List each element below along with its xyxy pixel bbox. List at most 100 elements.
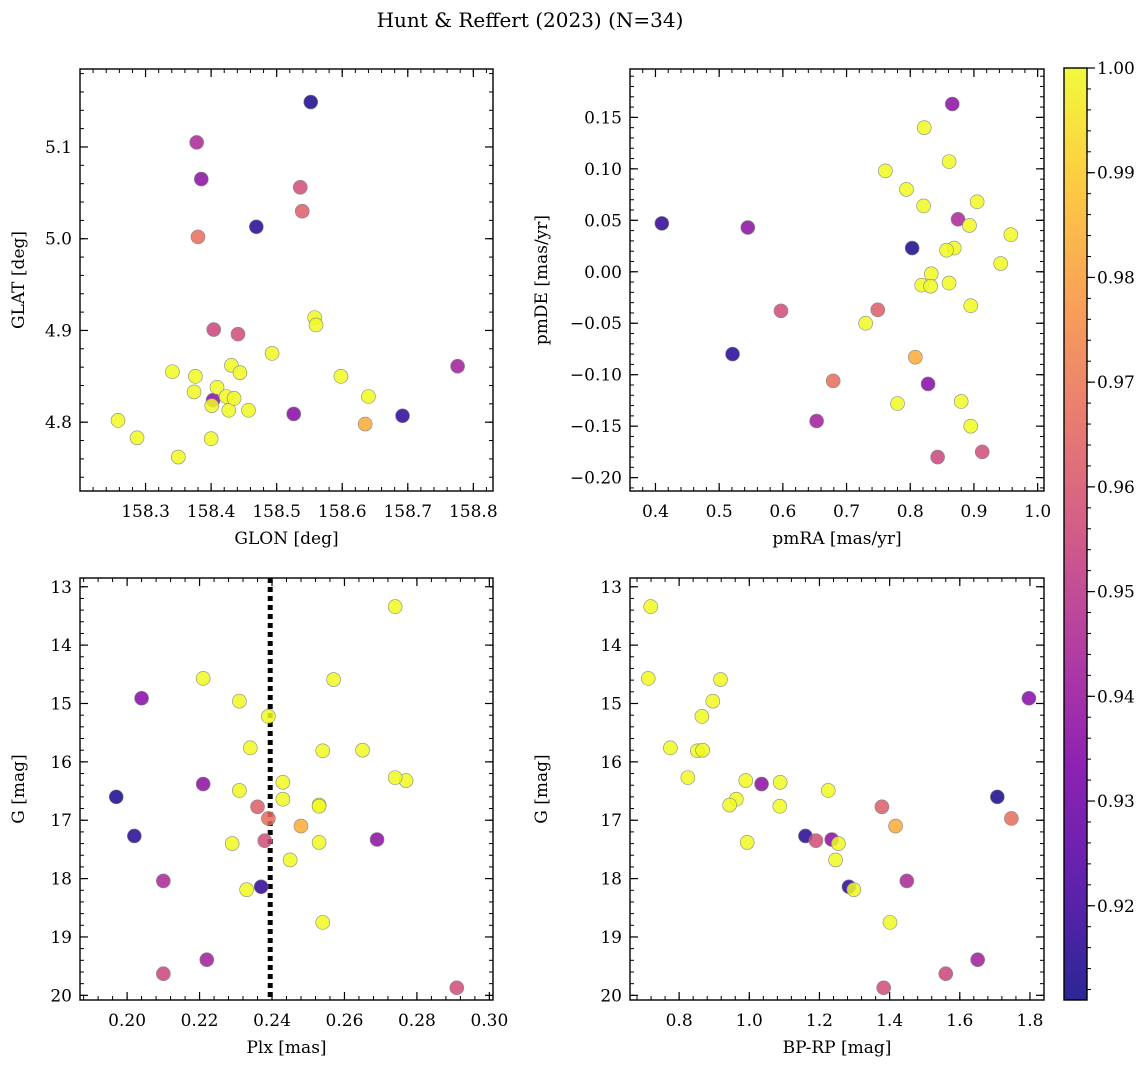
scatter-point-pmra-pmde	[930, 449, 945, 465]
y-tick-label: 4.9	[45, 321, 72, 341]
scatter-point-plx-g	[199, 952, 215, 968]
scatter-point-pmra-pmde	[920, 376, 936, 392]
scatter-point-plx-g	[127, 828, 142, 844]
scatter-point-glon-glat	[204, 398, 220, 413]
scatter-point-bprp-g	[876, 980, 891, 996]
y-tick-label: 19	[600, 928, 622, 948]
x-axis-label: BP-RP [mag]	[783, 1038, 892, 1058]
y-axis-label: G [mag]	[9, 754, 29, 823]
scatter-point-plx-g	[232, 693, 247, 709]
colorbar-tick-label: 1.00	[1097, 59, 1135, 79]
scatter-point-plx-g	[282, 852, 298, 868]
scatter-point-glon-glat	[226, 391, 242, 406]
scatter-point-pmra-pmde	[923, 266, 939, 282]
scatter-point-glon-glat	[294, 203, 310, 219]
y-tick-label: −0.20	[570, 469, 622, 489]
scatter-point-glon-glat	[165, 364, 180, 380]
y-tick-label: 0.15	[584, 108, 622, 128]
y-tick-label: 18	[50, 870, 72, 890]
scatter-point-pmra-pmde	[654, 216, 670, 231]
scatter-point-glon-glat	[206, 322, 222, 337]
x-tick-label: 1.2	[806, 1011, 833, 1031]
panel-pmra-pmde: 0.4 0.5 0.6 0.7 0.8 0.9 1.0 −0.20 −0.15 −0.10 −0.0…	[532, 68, 1051, 549]
scatter-point-plx-g	[195, 671, 211, 686]
scatter-point-glon-glat	[395, 408, 410, 424]
scatter-point-pmra-pmde	[1003, 227, 1019, 243]
scatter-point-plx-g	[232, 783, 247, 798]
y-tick-label: 0.10	[584, 160, 622, 180]
x-tick-label: 1.4	[876, 1011, 903, 1031]
scatter-point-glon-glat	[308, 317, 324, 333]
x-tick-label: 1.0	[1024, 502, 1051, 522]
scatter-point-plx-g	[326, 672, 341, 687]
y-axis-label: G [mag]	[532, 754, 552, 823]
x-tick-label: 0.8	[897, 502, 924, 522]
x-tick-label: 1.6	[946, 1011, 973, 1031]
y-tick-label: 20	[50, 986, 72, 1006]
scatter-point-bprp-g	[680, 770, 696, 785]
x-tick-label: 0.26	[326, 1011, 364, 1031]
scatter-point-glon-glat	[357, 416, 373, 432]
scatter-point-bprp-g	[899, 873, 915, 889]
scatter-point-plx-g	[275, 774, 291, 790]
scatter-point-bprp-g	[888, 818, 903, 834]
y-tick-label: 0.05	[584, 211, 622, 231]
scatter-point-glon-glat	[193, 171, 209, 187]
scatter-point-glon-glat	[110, 413, 126, 428]
scatter-point-glon-glat	[303, 94, 319, 110]
y-tick-label: 5.0	[45, 230, 72, 250]
x-tick-label: 158.6	[318, 502, 367, 522]
scatter-point-plx-g	[315, 743, 331, 759]
scatter-point-bprp-g	[874, 799, 890, 815]
scatter-point-glon-glat	[286, 406, 302, 422]
scatter-point-plx-g	[311, 798, 327, 814]
scatter-point-glon-glat	[203, 431, 219, 447]
panel-glon-glat: 158.3 158.4 158.5 158.6 158.7 158.8 4.8 4.9 5.0 5…	[9, 68, 498, 549]
scatter-point-glon-glat	[333, 369, 349, 384]
scatter-point-pmra-pmde	[899, 182, 914, 197]
y-tick-label: 13	[600, 578, 622, 598]
x-tick-label: 0.20	[108, 1011, 146, 1031]
scatter-point-pmra-pmde	[939, 242, 954, 258]
colorbar: 0.92 0.93 0.94 0.95 0.96 0.97 0.98 0.99 1.00	[1063, 59, 1135, 1001]
scatter-point-plx-g	[355, 742, 370, 758]
scatter-point-glon-glat	[292, 180, 308, 195]
scatter-point-bprp-g	[846, 882, 862, 897]
scatter-point-bprp-g	[990, 789, 1005, 805]
scatter-point-bprp-g	[695, 742, 710, 758]
x-tick-label: 158.4	[187, 502, 236, 522]
x-tick-label: 0.9	[960, 502, 987, 522]
scatter-point-pmra-pmde	[916, 198, 931, 214]
x-axis-label: GLON [deg]	[234, 529, 338, 549]
colorbar-tick-label: 0.95	[1097, 583, 1135, 603]
plot-frame	[79, 577, 494, 1001]
x-axis-label: Plx [mas]	[246, 1038, 326, 1058]
scatter-point-plx-g	[275, 791, 291, 807]
colorbar-tick-label: 0.99	[1097, 164, 1135, 184]
scatter-point-plx-g	[250, 799, 265, 815]
y-tick-label: −0.10	[570, 366, 622, 386]
scatter-point-pmra-pmde	[941, 154, 957, 169]
scatter-point-bprp-g	[1021, 690, 1037, 706]
scatter-point-pmra-pmde	[950, 211, 966, 227]
scatter-point-bprp-g	[640, 671, 656, 686]
scatter-point-plx-g	[156, 873, 171, 889]
scatter-point-pmra-pmde	[858, 315, 873, 331]
x-tick-label: 0.4	[642, 502, 669, 522]
y-tick-label: 18	[600, 870, 622, 890]
scatter-point-bprp-g	[772, 774, 788, 790]
y-tick-label: 17	[50, 811, 72, 831]
scatter-point-plx-g	[242, 740, 258, 756]
scatter-point-pmra-pmde	[773, 303, 789, 319]
colorbar-tick-label: 0.93	[1097, 792, 1135, 812]
colorbar-tick-label: 0.98	[1097, 268, 1135, 288]
scatter-point-plx-g	[224, 836, 240, 851]
y-axis-label: GLAT [deg]	[9, 231, 29, 329]
plot-frame	[629, 68, 1045, 492]
scatter-point-pmra-pmde	[809, 413, 824, 429]
scatter-point-plx-g	[261, 709, 276, 724]
x-tick-label: 158.5	[252, 502, 301, 522]
scatter-point-bprp-g	[643, 599, 659, 614]
scatter-point-bprp-g	[705, 693, 721, 709]
scatter-point-plx-g	[449, 980, 465, 996]
